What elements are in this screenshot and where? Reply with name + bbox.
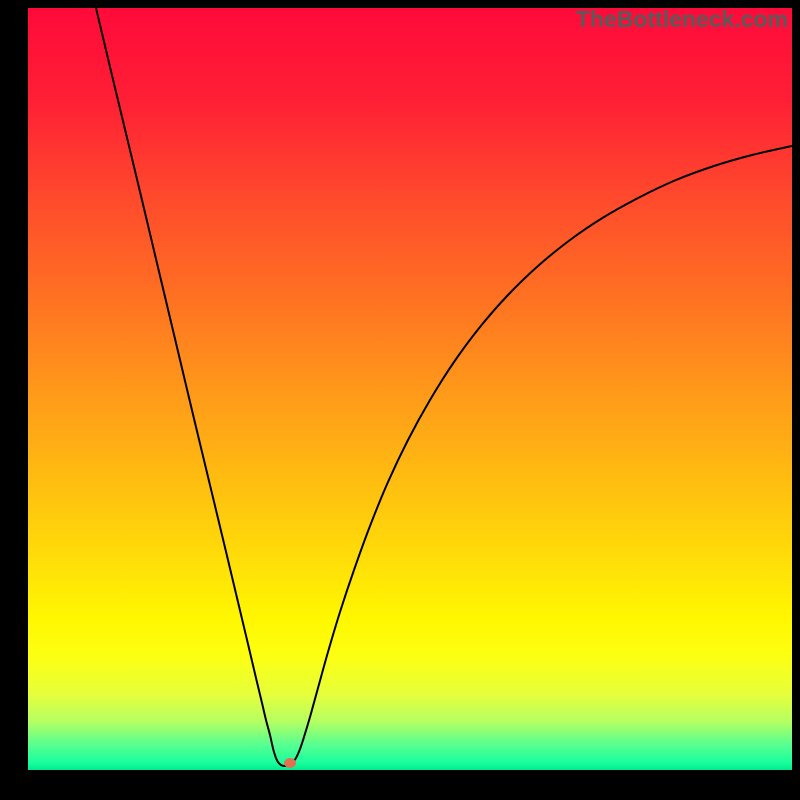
chart-container: TheBottleneck.com	[0, 0, 800, 800]
bottleneck-curve	[96, 8, 792, 766]
watermark-text: TheBottleneck.com	[576, 6, 788, 33]
optimal-point-marker	[284, 758, 296, 768]
curve-svg	[28, 8, 792, 770]
plot-area	[28, 8, 792, 770]
